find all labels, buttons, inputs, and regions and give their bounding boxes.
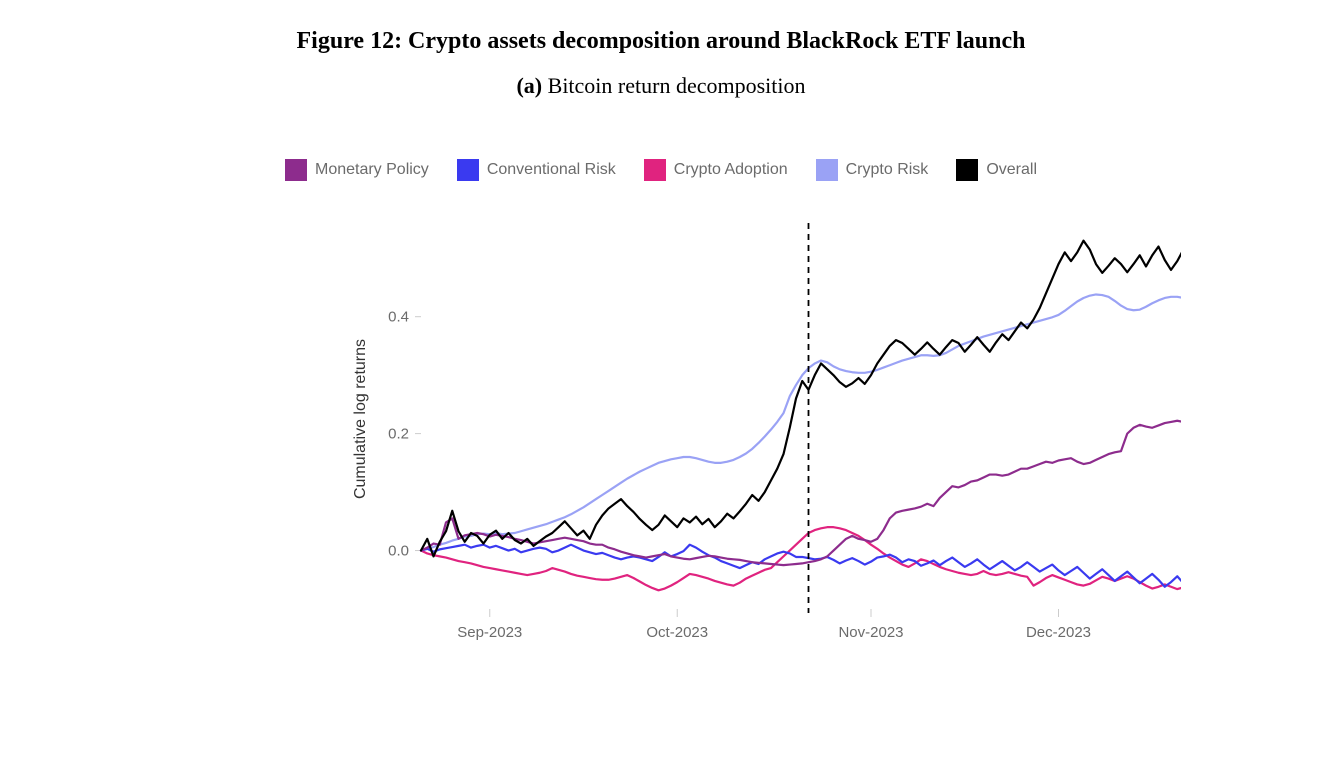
figure-subtitle: (a) Bitcoin return decomposition (0, 73, 1322, 99)
subtitle-label: (a) (516, 73, 542, 98)
legend-label: Crypto Adoption (674, 161, 788, 179)
x-tick-label: Nov-2023 (838, 624, 903, 641)
legend-label: Crypto Risk (846, 161, 929, 179)
legend-swatch (816, 159, 838, 181)
legend-label: Monetary Policy (315, 161, 429, 179)
legend-item: Monetary Policy (285, 159, 429, 181)
legend-item: Conventional Risk (457, 159, 616, 181)
subtitle-text: Bitcoin return decomposition (548, 73, 806, 98)
legend-swatch (457, 159, 479, 181)
y-tick-label: 0.2 (388, 426, 409, 443)
figure-title: Figure 12: Crypto assets decomposition a… (0, 28, 1322, 55)
legend-item: Overall (956, 159, 1037, 181)
line-chart: 0.0 0.2 0.4 Sep-2023 Oct-2023 Nov-2023 Dec-202… (141, 159, 1181, 679)
y-axis-title: Cumulative log returns (352, 339, 369, 499)
legend-item: Crypto Risk (816, 159, 929, 181)
legend-label: Overall (986, 161, 1037, 179)
x-tick-label: Sep-2023 (457, 624, 522, 641)
x-tick-label: Oct-2023 (646, 624, 708, 641)
chart-container: Monetary Policy Conventional Risk Crypto A… (0, 159, 1322, 679)
legend-swatch (956, 159, 978, 181)
legend-label: Conventional Risk (487, 161, 616, 179)
legend-swatch (644, 159, 666, 181)
y-tick-label: 0.0 (388, 543, 409, 560)
y-tick-label: 0.4 (388, 309, 409, 326)
legend-swatch (285, 159, 307, 181)
series-conventional-risk (421, 545, 1181, 595)
legend-item: Crypto Adoption (644, 159, 788, 181)
x-tick-label: Dec-2023 (1026, 624, 1091, 641)
series-crypto-risk (421, 294, 1181, 550)
chart-legend: Monetary Policy Conventional Risk Crypto A… (0, 159, 1322, 181)
series-monetary-policy (421, 416, 1181, 565)
series-overall (421, 241, 1181, 557)
series-crypto-adoption (421, 527, 1181, 590)
